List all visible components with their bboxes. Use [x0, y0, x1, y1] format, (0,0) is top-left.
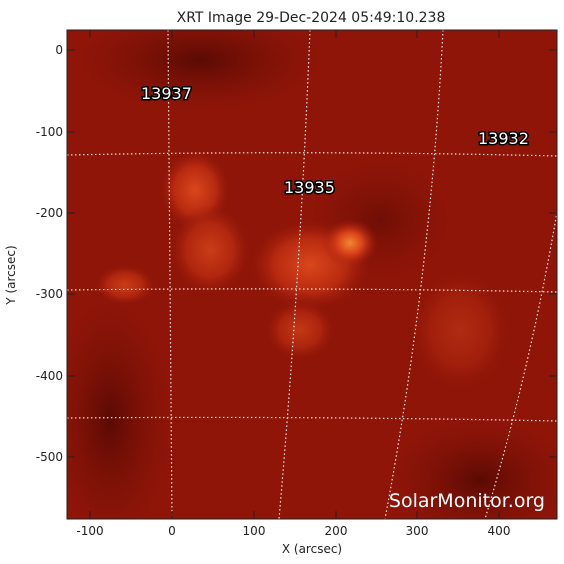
watermark-text: SolarMonitor.org — [389, 490, 545, 512]
axis-ticks — [67, 30, 557, 519]
bright-patch — [265, 300, 335, 360]
x-tick-label: 100 — [243, 524, 266, 538]
bright-patch — [170, 205, 250, 295]
dark-region — [390, 420, 557, 519]
y-tick-label: -200 — [36, 206, 63, 220]
x-tick-label: -100 — [76, 524, 103, 538]
x-tick-label: 300 — [406, 524, 429, 538]
dark-region — [67, 300, 170, 519]
active-region-label: 13935 — [284, 178, 335, 197]
x-tick-label: 400 — [488, 524, 511, 538]
bright-core — [322, 219, 378, 267]
x-tick-label: 0 — [168, 524, 176, 538]
y-tick-label: -400 — [36, 369, 63, 383]
x-tick-label: 200 — [325, 524, 348, 538]
bright-patch — [95, 265, 155, 305]
y-tick-label: -300 — [36, 287, 63, 301]
active-region-label: 13932 — [478, 129, 529, 148]
y-axis-label: Y (arcsec) — [4, 245, 18, 305]
y-tick-label: -100 — [36, 125, 63, 139]
dark-region — [80, 30, 320, 110]
bright-patch — [410, 270, 510, 390]
active-region-label: 13937 — [141, 84, 192, 103]
y-tick-label: -500 — [36, 450, 63, 464]
y-tick-label: 0 — [55, 43, 63, 57]
heliographic-grid — [67, 30, 557, 519]
figure-title: XRT Image 29-Dec-2024 05:49:10.238 — [177, 10, 446, 26]
solar-image — [67, 30, 557, 519]
plot-frame — [66, 29, 558, 520]
x-axis-label: X (arcsec) — [282, 542, 342, 556]
